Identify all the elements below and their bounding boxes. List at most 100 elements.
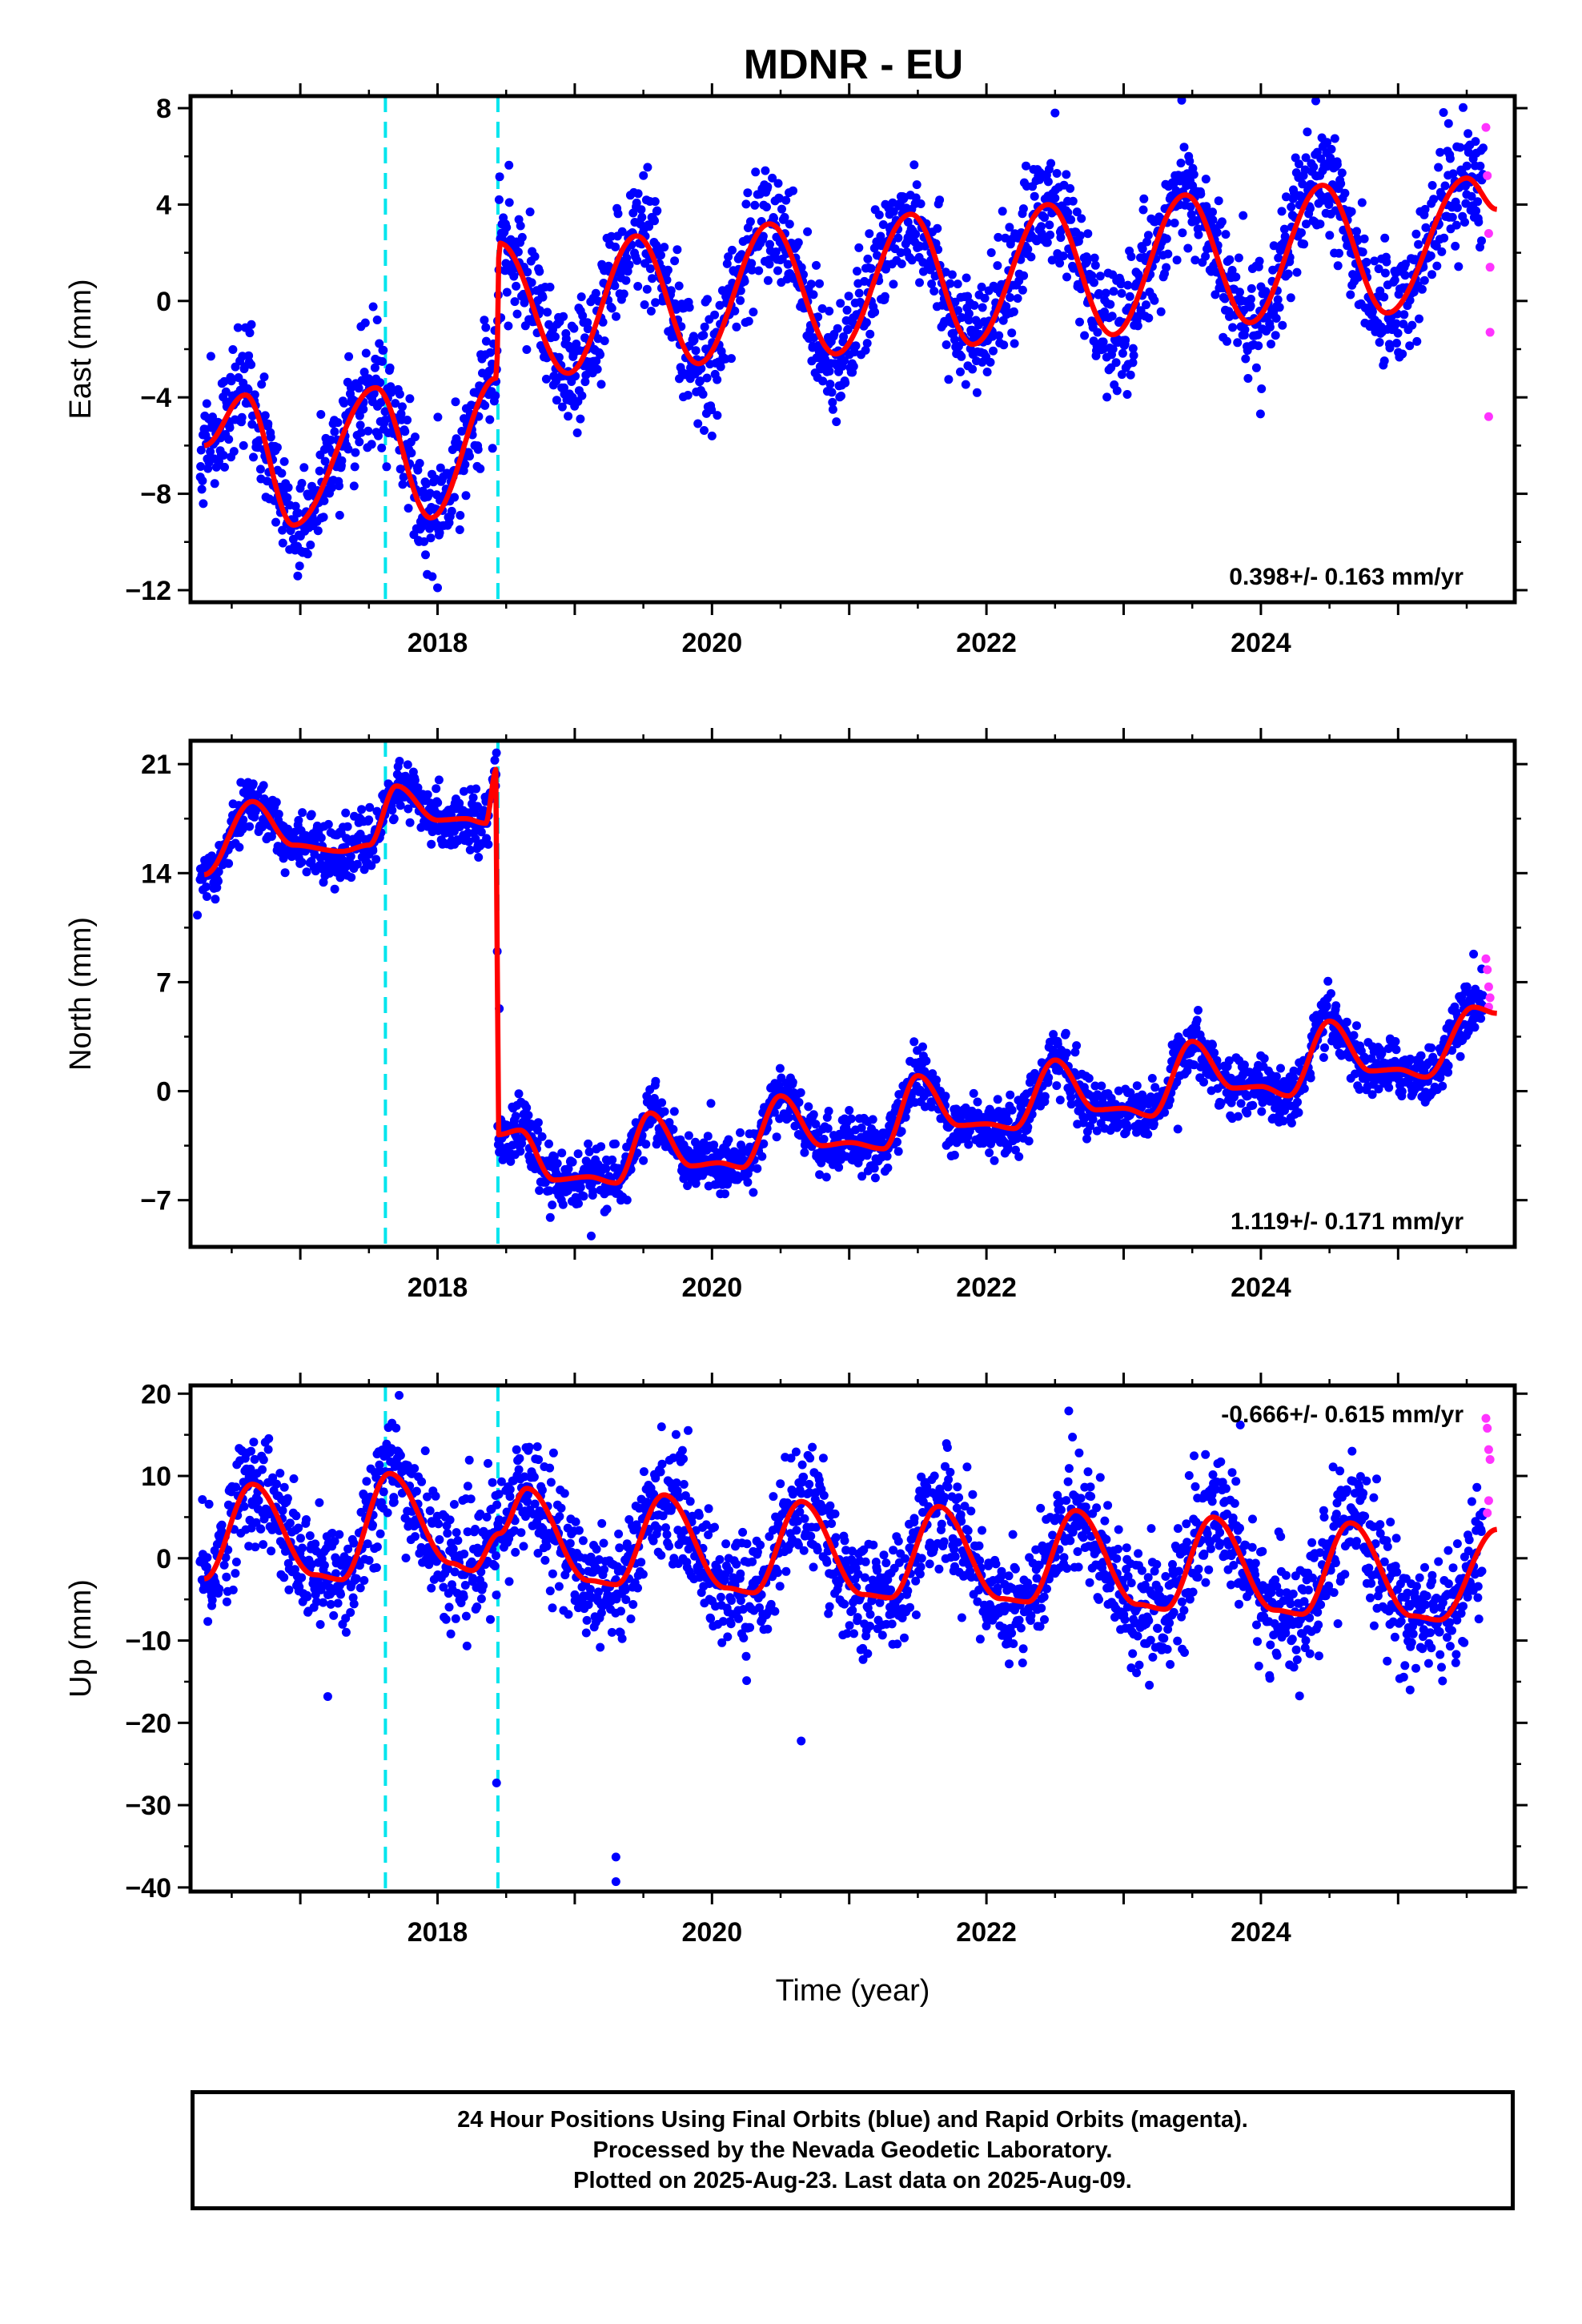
data-point xyxy=(841,378,850,388)
data-point xyxy=(283,483,293,493)
data-point xyxy=(298,808,307,818)
data-point xyxy=(1474,217,1484,227)
data-point xyxy=(836,299,845,308)
data-point xyxy=(371,854,381,864)
data-point xyxy=(1362,257,1371,267)
data-point xyxy=(1391,1045,1401,1055)
data-point xyxy=(857,1123,866,1132)
data-point xyxy=(1447,212,1457,222)
y-tick-label: −4 xyxy=(140,383,171,413)
data-point xyxy=(1186,210,1196,219)
data-point xyxy=(633,282,643,291)
data-point xyxy=(204,1499,214,1509)
data-point xyxy=(552,1159,562,1168)
data-point xyxy=(796,1088,805,1097)
data-point xyxy=(744,316,753,326)
data-point xyxy=(702,373,712,383)
data-point xyxy=(1246,301,1255,311)
data-point xyxy=(915,278,924,287)
data-point xyxy=(375,339,384,348)
data-point xyxy=(363,374,373,384)
data-point xyxy=(272,1479,281,1489)
data-point xyxy=(257,380,267,389)
data-point xyxy=(994,232,1003,242)
rapid-point xyxy=(1483,965,1492,975)
data-point xyxy=(1427,181,1437,190)
data-point xyxy=(964,316,974,325)
data-point xyxy=(372,1542,382,1552)
data-point xyxy=(490,755,500,765)
data-point xyxy=(352,859,362,869)
data-point xyxy=(327,1529,337,1538)
data-point xyxy=(202,399,211,408)
model-fit-north xyxy=(203,766,1499,1186)
data-point xyxy=(1399,310,1409,320)
data-point xyxy=(480,400,490,410)
data-point xyxy=(552,396,561,405)
data-point xyxy=(724,1135,733,1144)
data-point xyxy=(461,491,471,501)
data-point xyxy=(341,808,351,818)
data-point xyxy=(313,1576,323,1586)
data-point xyxy=(1122,390,1132,399)
data-point xyxy=(247,320,256,329)
data-point xyxy=(747,259,757,268)
data-point xyxy=(298,1543,307,1553)
data-point xyxy=(300,846,310,856)
data-point xyxy=(745,217,755,227)
data-point xyxy=(812,260,821,270)
data-point xyxy=(476,464,485,473)
data-point xyxy=(1090,260,1100,270)
data-point xyxy=(722,259,732,268)
data-point xyxy=(825,380,835,389)
y-tick-label: −12 xyxy=(125,576,171,606)
data-point xyxy=(484,366,494,376)
outlier-point xyxy=(1050,108,1060,118)
data-point xyxy=(728,245,737,255)
data-point xyxy=(481,336,491,346)
data-point xyxy=(398,480,408,489)
data-point xyxy=(703,295,712,304)
data-point xyxy=(845,1106,854,1115)
data-point xyxy=(1398,349,1407,359)
data-point xyxy=(1143,1129,1153,1139)
data-point xyxy=(569,324,579,333)
data-point xyxy=(259,1540,268,1550)
data-point xyxy=(1300,165,1310,175)
data-point xyxy=(1003,1142,1013,1152)
data-point xyxy=(248,779,258,789)
data-point xyxy=(811,1120,821,1129)
data-point xyxy=(827,388,837,397)
data-point xyxy=(612,312,620,321)
data-point xyxy=(632,1148,642,1158)
data-point xyxy=(709,1140,719,1150)
data-point xyxy=(977,282,986,292)
data-point xyxy=(504,321,513,331)
data-point xyxy=(918,1042,927,1051)
data-point xyxy=(889,207,898,216)
data-point xyxy=(666,286,676,296)
data-point xyxy=(632,198,641,207)
data-point xyxy=(602,1204,612,1214)
data-point xyxy=(320,456,330,466)
data-point xyxy=(907,255,917,265)
data-point xyxy=(876,231,885,241)
data-point xyxy=(1045,220,1054,230)
data-point xyxy=(1432,261,1442,271)
data-point xyxy=(268,1473,278,1482)
data-point xyxy=(857,1172,867,1181)
data-point xyxy=(1349,1031,1359,1040)
data-point xyxy=(619,289,628,299)
data-point xyxy=(1093,328,1102,337)
data-point xyxy=(1012,1134,1022,1144)
data-point xyxy=(780,212,789,222)
data-point xyxy=(330,1537,339,1546)
data-point xyxy=(769,1108,779,1117)
data-point xyxy=(761,166,770,175)
data-point xyxy=(249,452,258,462)
data-point xyxy=(215,1584,224,1594)
data-point xyxy=(451,397,460,407)
data-point xyxy=(790,1121,800,1131)
